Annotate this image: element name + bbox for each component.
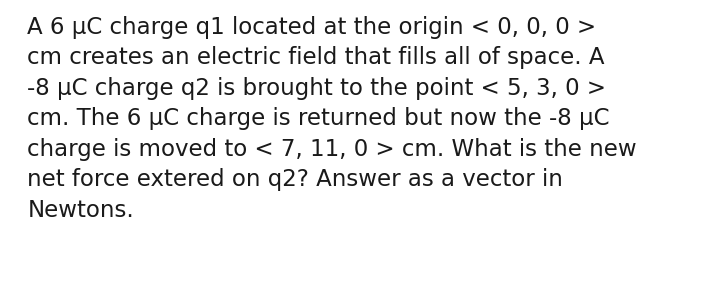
Text: A 6 μC charge q1 located at the origin < 0, 0, 0 >
cm creates an electric field : A 6 μC charge q1 located at the origin <… — [27, 16, 637, 222]
